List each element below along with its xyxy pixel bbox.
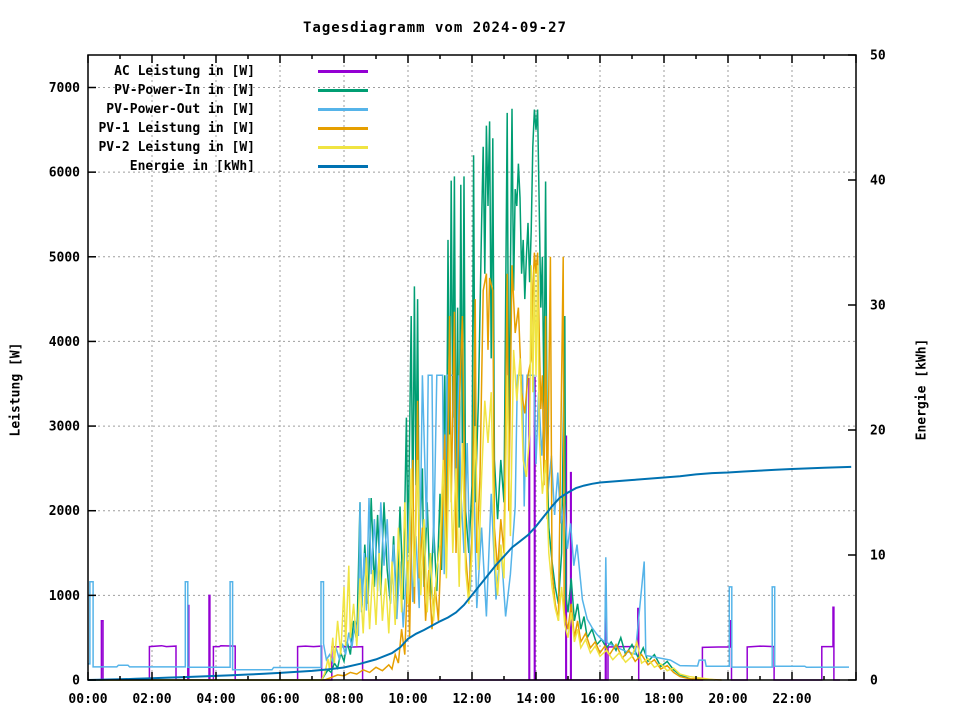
chart-title: Tagesdiagramm vom 2024-09-27 xyxy=(302,20,567,36)
left-tick-label: 2000 xyxy=(49,504,80,519)
x-tick-label: 16:00 xyxy=(580,692,619,707)
legend-item-pv2-leistung: PV-2 Leistung in [W] xyxy=(0,138,400,157)
series-line-pv-2-leistung-in-w xyxy=(88,265,716,681)
legend-item-pv1-leistung: PV-1 Leistung in [W] xyxy=(0,119,400,138)
legend-label: AC Leistung in [W] xyxy=(114,64,255,79)
right-axis-label: Energie [kWh] xyxy=(914,338,930,441)
x-tick-label: 22:00 xyxy=(772,692,811,707)
right-tick-label: 50 xyxy=(870,49,886,64)
legend: AC Leistung in [W] PV-Power-In in [W] PV… xyxy=(0,62,400,176)
x-tick-label: 12:00 xyxy=(452,692,491,707)
left-tick-label: 3000 xyxy=(49,420,80,435)
legend-label: Energie in [kWh] xyxy=(129,159,255,174)
x-tick-label: 10:00 xyxy=(388,692,427,707)
axis-tick-labels: 00:00 02:00 04:00 06:00 08:00 10:00 12:00 14:00… xyxy=(49,49,886,708)
legend-item-ac-leistung: AC Leistung in [W] xyxy=(0,62,400,81)
x-tick-label: 06:00 xyxy=(260,692,299,707)
left-tick-label: 0 xyxy=(72,674,80,689)
legend-line-swatch xyxy=(318,70,368,73)
legend-item-pv-power-in: PV-Power-In in [W] xyxy=(0,81,400,100)
x-tick-label: 20:00 xyxy=(708,692,747,707)
axis-ticks xyxy=(87,54,857,681)
legend-line-swatch xyxy=(318,108,368,111)
right-tick-label: 0 xyxy=(870,674,878,689)
right-tick-label: 30 xyxy=(870,299,886,314)
x-tick-label: 08:00 xyxy=(324,692,363,707)
legend-line-swatch xyxy=(318,146,368,149)
legend-label: PV-Power-Out in [W] xyxy=(106,102,255,117)
right-tick-label: 10 xyxy=(870,549,886,564)
legend-item-pv-power-out: PV-Power-Out in [W] xyxy=(0,100,400,119)
x-tick-label: 02:00 xyxy=(132,692,171,707)
series-line-pv-1-leistung-in-w xyxy=(88,252,722,681)
x-tick-label: 04:00 xyxy=(196,692,235,707)
legend-label: PV-Power-In in [W] xyxy=(114,83,255,98)
right-tick-label: 20 xyxy=(870,424,886,439)
series-line-pv-power-in-in-w xyxy=(88,108,694,681)
legend-item-energie: Energie in [kWh] xyxy=(0,157,400,176)
left-tick-label: 1000 xyxy=(49,589,80,604)
left-axis-label: Leistung [W] xyxy=(8,342,24,437)
x-tick-label: 00:00 xyxy=(68,692,107,707)
gridlines xyxy=(88,55,856,680)
x-tick-label: 14:00 xyxy=(516,692,555,707)
series-lines xyxy=(87,108,852,681)
series-line-pv-power-out-in-w xyxy=(88,374,850,671)
legend-label: PV-2 Leistung in [W] xyxy=(98,140,255,155)
legend-line-swatch xyxy=(318,165,368,168)
legend-line-swatch xyxy=(318,89,368,92)
x-tick-label: 18:00 xyxy=(644,692,683,707)
right-tick-label: 40 xyxy=(870,174,886,189)
legend-line-swatch xyxy=(318,127,368,130)
left-tick-label: 4000 xyxy=(49,335,80,350)
left-tick-label: 6000 xyxy=(49,166,80,181)
series-line-energie-in-kwh xyxy=(87,465,852,681)
legend-label: PV-1 Leistung in [W] xyxy=(98,121,255,136)
left-tick-label: 7000 xyxy=(49,81,80,96)
left-tick-label: 5000 xyxy=(49,250,80,265)
